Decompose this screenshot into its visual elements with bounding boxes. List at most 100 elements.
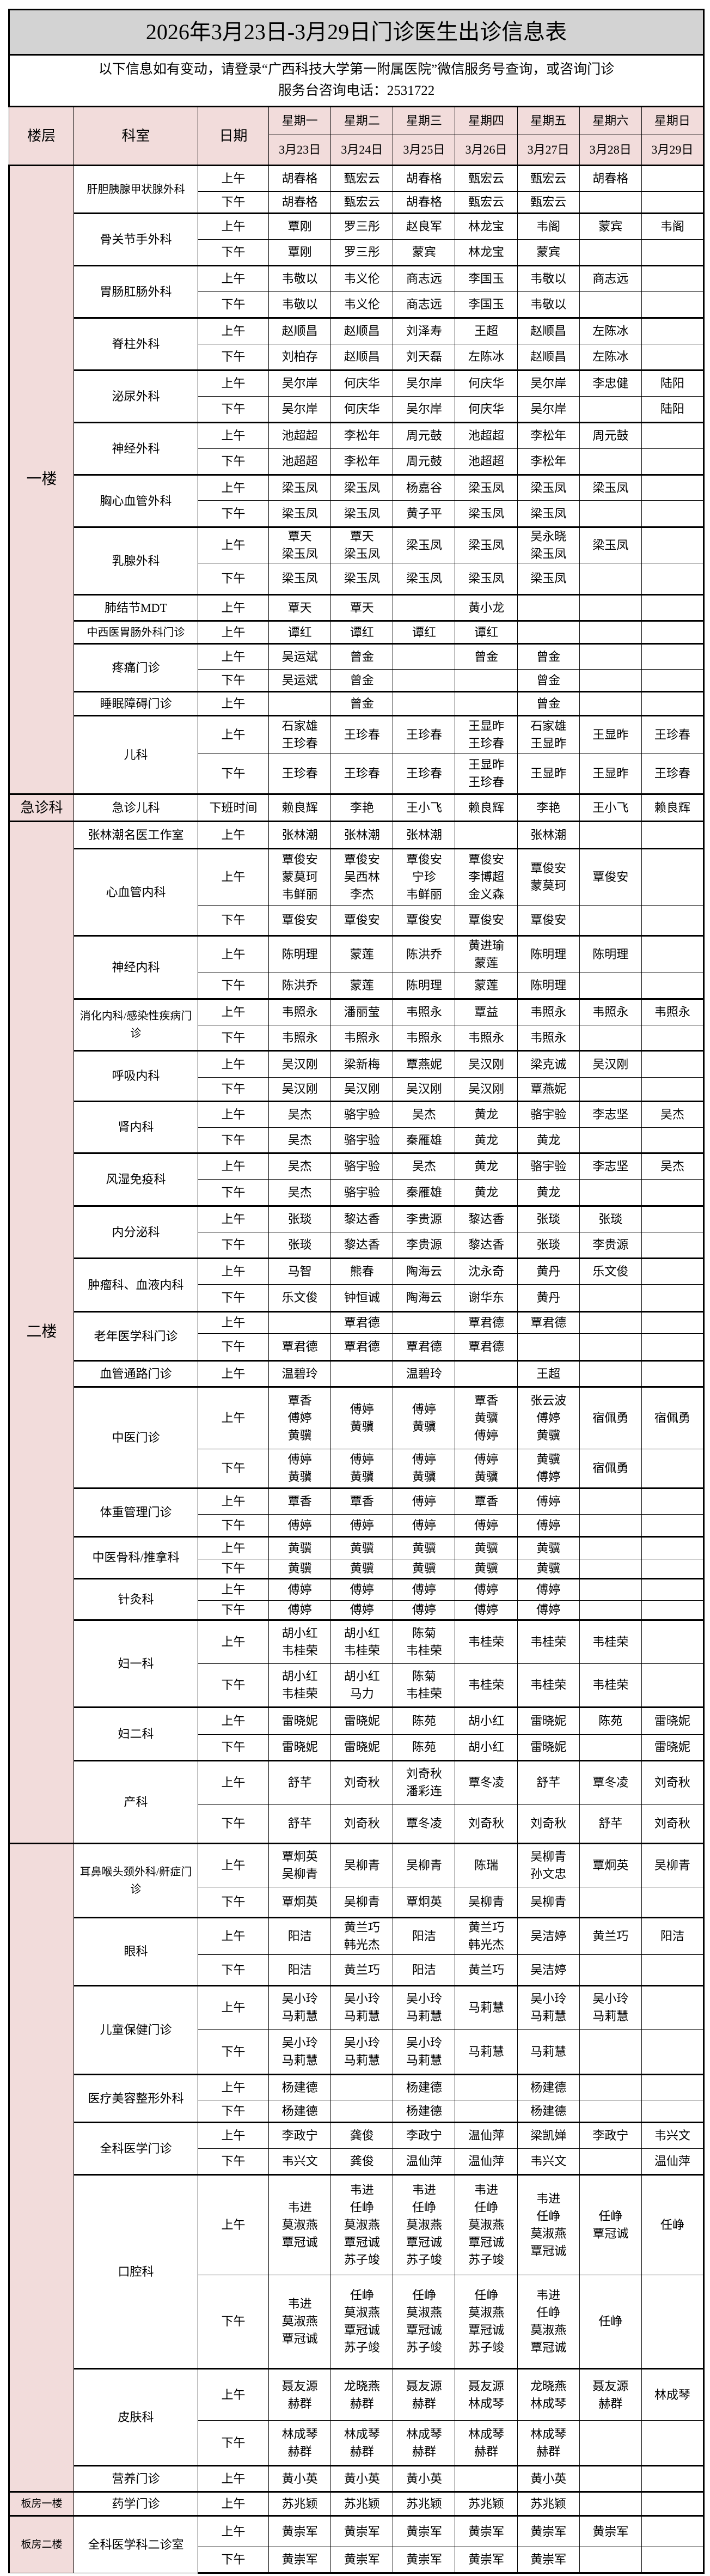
schedule-row: 肾内科 上午 吴杰 骆宇验 吴杰 黄龙 骆宇验 李志坚 吴杰 [9, 1101, 705, 1153]
doctor-name: 张林潮 [281, 828, 318, 842]
doctor-cell: 黄龙 [455, 1179, 518, 1206]
doctor-cell: 吴杰 [641, 1101, 705, 1128]
doctor-name: 王珍春 [344, 728, 380, 742]
doctor-name: 覃冠诚 [281, 2331, 318, 2346]
doctor-cell: 雷晓妮 [517, 1734, 580, 1761]
doctor-name: 韦兴文 [281, 2154, 318, 2168]
doctor-cell: 张琰 [517, 1232, 580, 1259]
doctor-cell: 覃俊安 宁珍 韦鲜丽 [393, 848, 456, 906]
doctor-cell: 杨建德 [393, 2074, 456, 2100]
doctor-cell: 吴尔岸 [517, 396, 580, 423]
doctor-name: 莫淑燕 [530, 2227, 567, 2240]
doctor-cell: 王珍春 [393, 715, 456, 754]
doctor-cell: 傅婷 [517, 1600, 580, 1620]
doctor-cell: 刘奇秋 [641, 1804, 705, 1844]
doctor-name: 陈明理 [592, 947, 629, 962]
doctor-name: 傅婷 [412, 1453, 436, 1467]
session-period: 上午 [198, 2515, 269, 2547]
doctor-cell: 商志远 [393, 265, 456, 292]
doctor-cell: 陈明理 [517, 935, 580, 973]
doctor-cell: 骆宇验 [330, 1101, 394, 1128]
doctor-cell [517, 620, 580, 644]
doctor-name: 任峥 [536, 2306, 561, 2320]
doctor-cell: 覃君德 [330, 1311, 394, 1334]
doctor-name: 李政宁 [592, 2129, 629, 2143]
session-period: 上午 [198, 369, 269, 397]
doctor-name: 甄宏云 [468, 172, 504, 186]
doctor-cell [579, 1360, 642, 1387]
doctor-name: 骆宇验 [530, 1108, 567, 1122]
schedule-row: 下午 张琰 黎达香 李贵源 黎达香 张琰 李贵源 [9, 1232, 705, 1259]
doctor-name: 蒙莲 [474, 979, 498, 993]
doctor-name: 王小飞 [406, 800, 442, 815]
doctor-cell: 张琰 [517, 1205, 580, 1232]
doctor-cell: 吴杰 [641, 1152, 705, 1180]
schedule-row: 骨关节手外科 上午 覃刚 罗三彤 赵良军 林龙宝 韦阁 蒙宾 韦阁 [9, 212, 705, 266]
doctor-name: 李志坚 [592, 1159, 629, 1174]
doctor-cell [641, 1077, 705, 1102]
floor-label: 二楼 [8, 821, 74, 1844]
doctor-cell [641, 1205, 705, 1232]
doctor-cell: 黄骥 [517, 1536, 580, 1559]
doctor-name: 温碧玲 [281, 1366, 318, 1381]
session-period: 下午 [198, 1804, 269, 1844]
doctor-name: 温仙萍 [468, 2154, 504, 2168]
doctor-name: 陈明理 [406, 979, 442, 993]
doctor-name: 黄崇军 [468, 2524, 504, 2538]
doctor-name: 李艳 [350, 800, 374, 815]
doctor-name: 覃益 [474, 1005, 498, 1019]
session-period: 下午 [198, 239, 269, 266]
doctor-cell: 覃炯英 [579, 1843, 642, 1887]
doctor-name: 苏子竣 [468, 2340, 504, 2354]
doctor-name: 任峥 [598, 2314, 623, 2329]
session-period: 上午 [198, 715, 269, 754]
doctor-cell [641, 2491, 705, 2516]
doctor-cell [641, 2029, 705, 2075]
doctor-cell: 谢华东 [455, 1284, 518, 1312]
doctor-name: 陆阳 [660, 402, 684, 416]
doctor-name: 李松年 [344, 429, 380, 443]
doctor-cell [641, 1536, 705, 1559]
doctor-name: 马莉慧 [406, 2053, 442, 2067]
doctor-name: 吴尔岸 [281, 376, 318, 391]
doctor-cell: 龙晓燕 林成琴 [517, 2368, 580, 2421]
session-period: 上午 [198, 1760, 269, 1805]
doctor-name: 甄宏云 [344, 195, 380, 209]
doctor-name: 黄小英 [344, 2471, 380, 2486]
doctor-cell: 李松年 [330, 448, 394, 475]
doctor-name: 覃燕妮 [530, 1082, 567, 1096]
doctor-name: 刘奇秋 [344, 1776, 380, 1790]
doctor-cell: 王珍春 [393, 754, 456, 794]
session-period: 上午 [198, 165, 269, 192]
doctor-cell [641, 821, 705, 849]
session-period: 下午 [198, 344, 269, 370]
doctor-cell [579, 1887, 642, 1918]
doctor-cell: 石家雄 王珍春 [268, 715, 332, 754]
doctor-cell: 胡春格 [268, 165, 332, 192]
doctor-name: 李杰 [350, 887, 374, 901]
doctor-cell: 林龙宝 [455, 212, 518, 240]
doctor-name: 覃炯英 [281, 1850, 318, 1864]
doctor-cell [641, 1127, 705, 1153]
doctor-name: 任峥 [474, 2288, 498, 2302]
doctor-name: 张琰 [536, 1238, 561, 1252]
doctor-name: 苏兆颖 [468, 2496, 504, 2511]
doctor-name: 傅婷 [474, 1518, 498, 1532]
doctor-name: 黄骥 [287, 1541, 312, 1555]
doctor-cell: 周元鼓 [393, 422, 456, 449]
schedule-row: 下午 韦兴文 龚俊 温仙萍 温仙萍 韦兴文 温仙萍 [9, 2148, 705, 2175]
doctor-name: 韦义伦 [344, 272, 380, 286]
session-period: 下午 [198, 1333, 269, 1361]
schedule-row: 下午 林成琴 赫群 林成琴 赫群 林成琴 赫群 林成琴 赫群 林成琴 赫群 [9, 2420, 705, 2466]
doctor-name: 梁玉凤 [281, 481, 318, 495]
doctor-cell [641, 1985, 705, 2030]
doctor-name: 梁新梅 [344, 1057, 380, 1071]
doctor-cell: 雷晓妮 [641, 1734, 705, 1761]
doctor-cell: 陈洪乔 [393, 935, 456, 973]
doctor-name: 吴汉刚 [406, 1082, 442, 1096]
doctor-name: 吴尔岸 [406, 402, 442, 416]
doctor-name: 韦敬以 [281, 297, 318, 312]
doctor-name: 聂友源 [592, 2379, 629, 2393]
schedule-row: 下午 陈洪乔 蒙莲 陈明理 蒙莲 陈明理 [9, 973, 705, 999]
session-period: 下午 [198, 396, 269, 423]
